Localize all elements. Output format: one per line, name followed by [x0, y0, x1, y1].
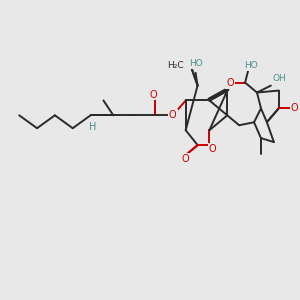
Text: HO: HO — [189, 59, 202, 68]
Text: OH: OH — [273, 74, 287, 83]
Text: H: H — [89, 122, 96, 132]
Text: O: O — [226, 78, 234, 88]
Text: H₂C: H₂C — [167, 61, 184, 70]
Text: O: O — [291, 103, 298, 113]
Text: HO: HO — [244, 61, 258, 70]
Text: O: O — [182, 154, 190, 164]
Text: O: O — [149, 89, 157, 100]
Text: O: O — [208, 144, 216, 154]
Text: O: O — [169, 110, 177, 120]
